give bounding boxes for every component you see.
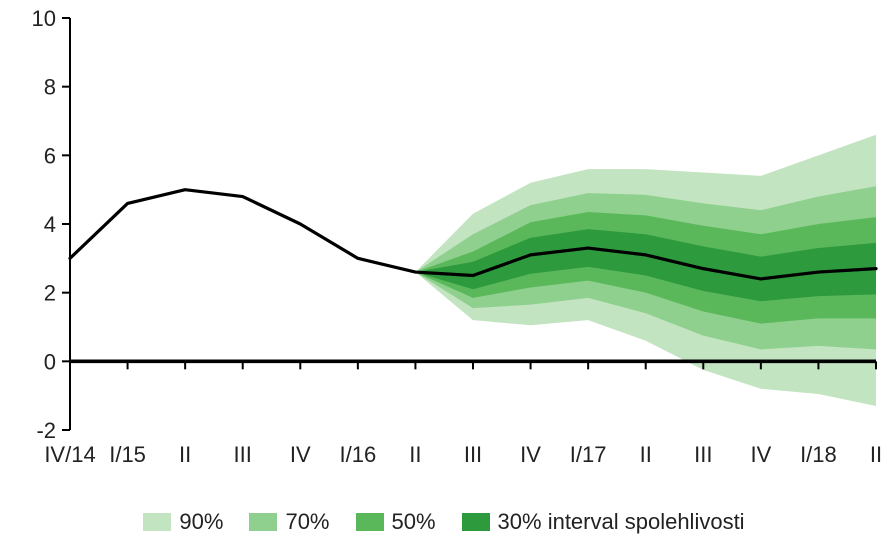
x-tick-label: IV [520, 442, 541, 467]
y-tick-label: 8 [44, 75, 56, 100]
legend-label: 30% interval spolehlivosti [498, 509, 745, 535]
x-tick-label: IV [290, 442, 311, 467]
legend: 90% 70% 50% 30% interval spolehlivosti [0, 509, 888, 535]
x-tick-label: I/15 [109, 442, 146, 467]
x-tick-label: III [694, 442, 712, 467]
legend-swatch [462, 513, 490, 531]
x-tick-label: I/16 [340, 442, 377, 467]
legend-swatch [143, 513, 171, 531]
legend-item: 90% [143, 509, 223, 535]
fan-chart: -20246810IV/14I/15IIIIIIVI/16IIIIIIVI/17… [0, 0, 888, 509]
legend-swatch [249, 513, 277, 531]
legend-label: 70% [285, 509, 329, 535]
y-tick-label: -2 [36, 418, 56, 443]
x-tick-label: I/18 [800, 442, 837, 467]
x-tick-label: IV [750, 442, 771, 467]
legend-swatch [356, 513, 384, 531]
y-tick-label: 10 [32, 6, 56, 31]
x-tick-label: IV/14 [44, 442, 95, 467]
x-tick-label: III [464, 442, 482, 467]
y-tick-label: 0 [44, 349, 56, 374]
legend-label: 50% [392, 509, 436, 535]
fan-chart-container: -20246810IV/14I/15IIIIIIVI/16IIIIIIVI/17… [0, 0, 888, 535]
x-tick-label: II [409, 442, 421, 467]
x-tick-label: III [234, 442, 252, 467]
y-tick-label: 4 [44, 212, 56, 237]
legend-item: 70% [249, 509, 329, 535]
x-tick-label: II [640, 442, 652, 467]
x-tick-label: I/17 [570, 442, 607, 467]
x-tick-label: II [870, 442, 882, 467]
y-tick-label: 2 [44, 281, 56, 306]
legend-label: 90% [179, 509, 223, 535]
y-tick-label: 6 [44, 143, 56, 168]
legend-item: 50% [356, 509, 436, 535]
legend-item: 30% interval spolehlivosti [462, 509, 745, 535]
x-tick-label: II [179, 442, 191, 467]
